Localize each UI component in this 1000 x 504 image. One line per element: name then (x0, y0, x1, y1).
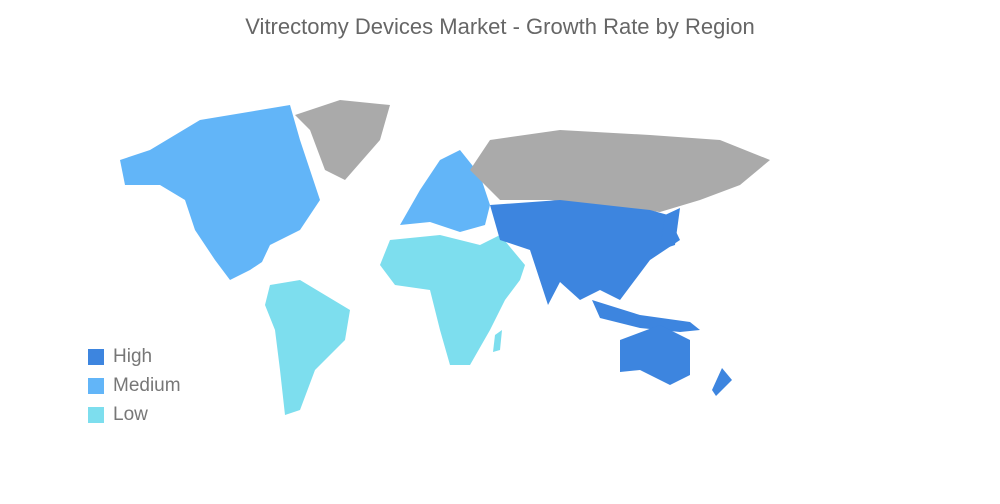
region-madagascar (493, 330, 502, 352)
region-south-america (265, 280, 350, 415)
legend-item-high: High (88, 342, 181, 371)
chart-title: Vitrectomy Devices Market - Growth Rate … (245, 14, 755, 39)
legend-label: High (113, 345, 153, 367)
region-greenland (295, 100, 390, 180)
region-north-america (120, 105, 320, 280)
legend-swatch-high (88, 348, 104, 365)
region-asia (490, 200, 680, 305)
legend: High Medium Low (88, 342, 181, 429)
legend-label: Medium (113, 374, 181, 396)
legend-item-medium: Medium (88, 371, 181, 400)
region-new-zealand (712, 368, 732, 396)
legend-label: Low (113, 403, 148, 425)
region-europe (400, 150, 490, 232)
legend-swatch-medium (88, 377, 104, 394)
legend-item-low: Low (88, 400, 181, 429)
region-japan (660, 208, 680, 250)
legend-swatch-low (88, 406, 104, 423)
region-australia (620, 325, 690, 385)
region-southeast-asia-islands (592, 300, 700, 332)
region-russia (470, 130, 770, 212)
region-africa-middle-east (380, 235, 525, 365)
